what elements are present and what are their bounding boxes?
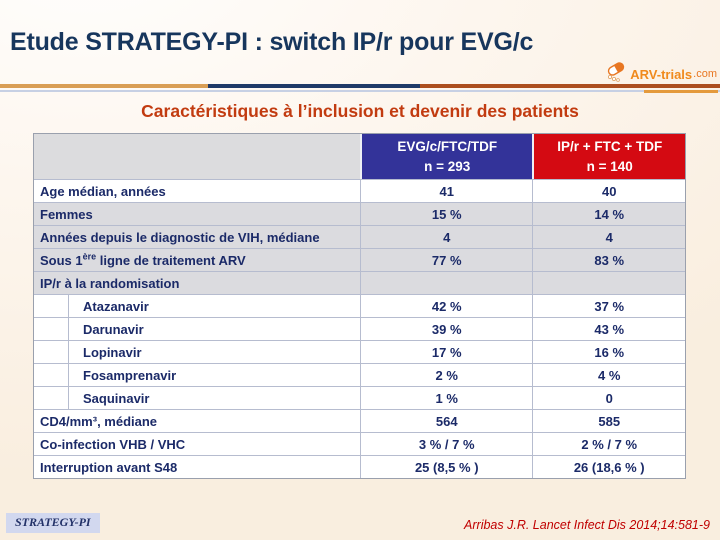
row-label-cell: IP/r à la randomisation (34, 272, 360, 294)
table-row: Interruption avant S48 25 (8,5 % ) 26 (1… (34, 455, 685, 478)
divider-gold-segment (0, 84, 208, 88)
indent-spacer (40, 387, 69, 409)
row-value-ipr (532, 272, 685, 294)
row-value-evg: 564 (360, 410, 532, 432)
table-row: Darunavir 39 % 43 % (34, 317, 685, 340)
row-value-ipr: 14 % (532, 203, 685, 225)
row-value-evg: 3 % / 7 % (360, 433, 532, 455)
characteristics-table: EVG/c/FTC/TDF n = 293 IP/r + FTC + TDF n… (33, 133, 686, 479)
row-value-ipr: 16 % (532, 341, 685, 363)
header-divider (0, 84, 720, 88)
pill-capsule-icon (605, 61, 629, 87)
row-label-cell: Sous 1ère ligne de traitement ARV (34, 249, 360, 271)
header-ipr-column: IP/r + FTC + TDF n = 140 (532, 134, 685, 179)
table-header-row: EVG/c/FTC/TDF n = 293 IP/r + FTC + TDF n… (34, 134, 685, 179)
row-value-ipr: 40 (532, 180, 685, 202)
row-label: Atazanavir (83, 298, 149, 314)
row-label: Darunavir (83, 321, 144, 337)
divider-rust-segment (420, 84, 720, 88)
divider-navy-segment (208, 84, 420, 88)
row-value-ipr: 83 % (532, 249, 685, 271)
row-label-cell: CD4/mm³, médiane (34, 410, 360, 432)
study-name-badge: STRATEGY-PI (6, 513, 100, 533)
row-label: Fosamprenavir (83, 367, 177, 383)
table-row: Atazanavir 42 % 37 % (34, 294, 685, 317)
slide-subtitle: Caractéristiques à l’inclusion et deveni… (141, 101, 579, 121)
row-label-cell: Femmes (34, 203, 360, 225)
row-value-evg: 17 % (360, 341, 532, 363)
logo-underline (644, 90, 718, 93)
header-evg-column: EVG/c/FTC/TDF n = 293 (360, 134, 533, 179)
row-label: Lopinavir (83, 344, 142, 360)
indent-spacer (40, 318, 69, 340)
row-value-evg (360, 272, 532, 294)
row-value-evg: 25 (8,5 % ) (360, 456, 532, 478)
row-value-evg: 77 % (360, 249, 532, 271)
indent-spacer (40, 295, 69, 317)
row-label-cell: Co-infection VHB / VHC (34, 433, 360, 455)
row-label: CD4/mm³, médiane (40, 413, 158, 429)
citation-reference: Arribas J.R. Lancet Infect Dis 2014;14:5… (464, 518, 710, 532)
row-value-evg: 15 % (360, 203, 532, 225)
header-ipr-n: n = 140 (586, 158, 633, 174)
slide-title: Etude STRATEGY-PI : switch IP/r pour EVG… (10, 28, 534, 56)
row-label: IP/r à la randomisation (40, 275, 180, 291)
table-body: Age médian, années 41 40 Femmes 15 % 14 … (34, 179, 685, 478)
indent-spacer (40, 341, 69, 363)
row-label-cell: Saquinavir (34, 387, 360, 409)
row-value-evg: 39 % (360, 318, 532, 340)
row-label-cell: Lopinavir (34, 341, 360, 363)
row-value-ipr: 0 (532, 387, 685, 409)
table-row: Age médian, années 41 40 (34, 179, 685, 202)
row-value-ipr: 4 (532, 226, 685, 248)
table-row: Sous 1ère ligne de traitement ARV 77 % 8… (34, 248, 685, 271)
table-row: Femmes 15 % 14 % (34, 202, 685, 225)
row-value-evg: 42 % (360, 295, 532, 317)
row-label-cell: Années depuis le diagnostic de VIH, médi… (34, 226, 360, 248)
row-value-ipr: 585 (532, 410, 685, 432)
row-label-cell: Fosamprenavir (34, 364, 360, 386)
header-ipr-regimen: IP/r + FTC + TDF (557, 138, 663, 154)
row-value-ipr: 2 % / 7 % (532, 433, 685, 455)
row-label: Femmes (40, 206, 93, 222)
table-row: CD4/mm³, médiane 564 585 (34, 409, 685, 432)
row-value-ipr: 43 % (532, 318, 685, 340)
row-label-cell: Interruption avant S48 (34, 456, 360, 478)
table-row: Fosamprenavir 2 % 4 % (34, 363, 685, 386)
row-label-cell: Atazanavir (34, 295, 360, 317)
row-label-cell: Age médian, années (34, 180, 360, 202)
header-subdivider (0, 90, 720, 92)
row-label: Age médian, années (40, 183, 166, 199)
header-empty-cell (34, 134, 360, 179)
header-evg-n: n = 293 (424, 158, 471, 174)
row-value-ipr: 37 % (532, 295, 685, 317)
row-value-evg: 4 (360, 226, 532, 248)
row-label: Saquinavir (83, 390, 150, 406)
row-label: Années depuis le diagnostic de VIH, médi… (40, 229, 320, 245)
header-evg-regimen: EVG/c/FTC/TDF (397, 138, 498, 154)
row-value-evg: 2 % (360, 364, 532, 386)
table-row: Saquinavir 1 % 0 (34, 386, 685, 409)
table-row: Années depuis le diagnostic de VIH, médi… (34, 225, 685, 248)
table-row: Co-infection VHB / VHC 3 % / 7 % 2 % / 7… (34, 432, 685, 455)
row-label-cell: Darunavir (34, 318, 360, 340)
row-value-ipr: 4 % (532, 364, 685, 386)
indent-spacer (40, 364, 69, 386)
logo-text: ARV-trials (630, 66, 693, 82)
row-value-evg: 1 % (360, 387, 532, 409)
row-label: Co-infection VHB / VHC (40, 436, 186, 452)
row-value-ipr: 26 (18,6 % ) (532, 456, 685, 478)
arv-trials-logo: ARV-trials .com (605, 61, 717, 87)
row-label: Sous 1ère ligne de traitement ARV (40, 251, 246, 268)
row-label: Interruption avant S48 (40, 459, 178, 475)
logo-text-suffix: .com (693, 68, 717, 80)
row-value-evg: 41 (360, 180, 532, 202)
table-row: Lopinavir 17 % 16 % (34, 340, 685, 363)
table-row: IP/r à la randomisation (34, 271, 685, 294)
